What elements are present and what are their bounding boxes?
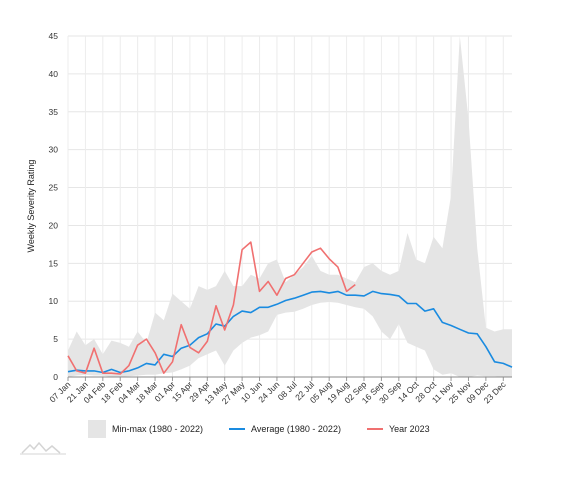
year-2023-line bbox=[67, 241, 356, 375]
lines-layer bbox=[67, 241, 513, 375]
average-line bbox=[67, 290, 513, 374]
legend-swatch-2023 bbox=[366, 428, 383, 430]
y-tick-label: 5 bbox=[53, 334, 58, 344]
y-tick-label: 10 bbox=[49, 296, 59, 306]
band-layer bbox=[68, 36, 512, 377]
y-tick-label: 25 bbox=[49, 183, 59, 193]
legend-item-2023[interactable]: Year 2023 bbox=[366, 424, 430, 434]
y-tick-label: 40 bbox=[49, 69, 59, 79]
y-tick-label: 35 bbox=[49, 107, 59, 117]
legend-label-average: Average (1980 - 2022) bbox=[251, 424, 341, 434]
legend-item-average[interactable]: Average (1980 - 2022) bbox=[229, 424, 341, 434]
y-tick-label: 30 bbox=[49, 145, 59, 155]
legend-item-band[interactable]: Min-max (1980 - 2022) bbox=[88, 420, 203, 438]
logo-icon bbox=[20, 441, 66, 455]
legend-swatch-band bbox=[88, 420, 106, 438]
y-axis: 0 5 10 15 20 25 30 35 40 45 bbox=[49, 31, 59, 382]
minmax-band bbox=[68, 36, 512, 377]
y-tick-label: 0 bbox=[53, 372, 58, 382]
legend-label-2023: Year 2023 bbox=[388, 424, 430, 434]
legend-swatch-average bbox=[229, 428, 246, 430]
legend: Min-max (1980 - 2022) Average (1980 - 20… bbox=[88, 418, 508, 440]
y-tick-label: 15 bbox=[49, 258, 59, 268]
y-tick-label: 45 bbox=[49, 31, 59, 41]
legend-label-band: Min-max (1980 - 2022) bbox=[112, 424, 204, 434]
y-tick-label: 20 bbox=[49, 220, 59, 230]
y-axis-label: Weekly Severity Rating bbox=[26, 160, 36, 253]
